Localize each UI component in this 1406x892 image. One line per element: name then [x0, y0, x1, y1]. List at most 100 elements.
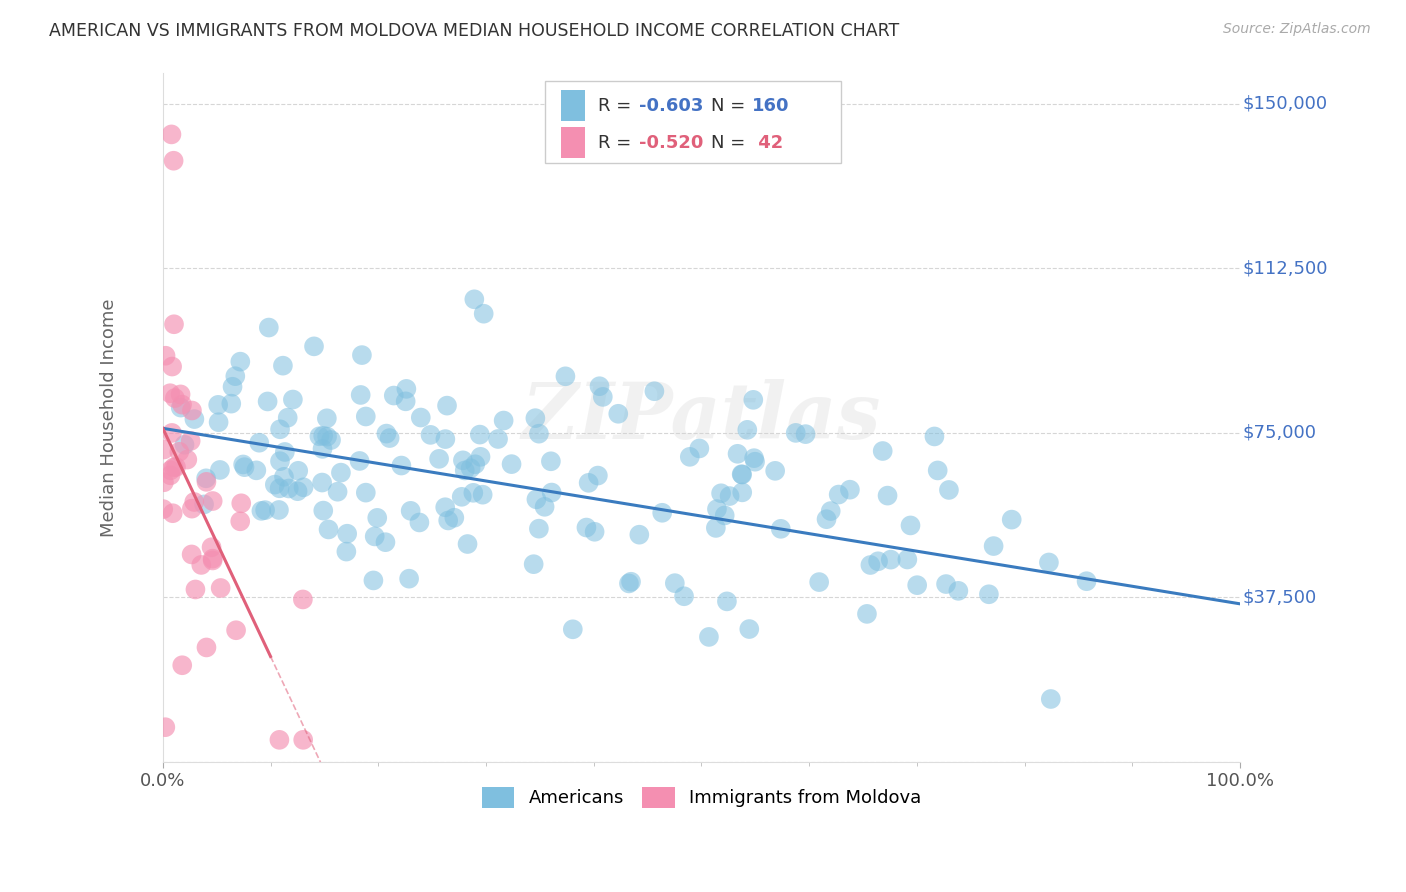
Point: [794, 427, 817, 442]
Point: [1001, 513, 1024, 527]
Point: [673, 589, 696, 603]
Point: [938, 483, 960, 497]
Point: [382, 388, 405, 402]
Point: [269, 732, 291, 747]
Point: [183, 495, 205, 509]
Point: [472, 307, 495, 321]
Text: R =: R =: [598, 134, 637, 152]
Point: [257, 320, 280, 334]
Bar: [561, 90, 585, 121]
Point: [263, 477, 285, 491]
Text: -0.520: -0.520: [638, 134, 703, 152]
Point: [924, 429, 946, 443]
Point: [269, 481, 291, 495]
Point: [561, 622, 583, 636]
Point: [451, 453, 474, 467]
Point: [169, 444, 191, 458]
Point: [820, 504, 842, 518]
Text: AMERICAN VS IMMIGRANTS FROM MOLDOVA MEDIAN HOUSEHOLD INCOME CORRELATION CHART: AMERICAN VS IMMIGRANTS FROM MOLDOVA MEDI…: [49, 22, 900, 40]
Point: [486, 432, 509, 446]
Point: [363, 574, 385, 588]
Point: [408, 516, 430, 530]
Point: [706, 502, 728, 516]
Point: [977, 587, 1000, 601]
Point: [716, 594, 738, 608]
Point: [704, 521, 727, 535]
Point: [165, 460, 187, 475]
Point: [250, 504, 273, 518]
Point: [159, 468, 181, 483]
Text: N =: N =: [711, 134, 751, 152]
Point: [436, 399, 458, 413]
Text: ZIPatlas: ZIPatlas: [522, 379, 882, 456]
Point: [350, 388, 373, 402]
Point: [354, 485, 377, 500]
Point: [180, 548, 202, 562]
Point: [395, 382, 418, 396]
Point: [880, 552, 903, 566]
Point: [948, 583, 970, 598]
Point: [162, 153, 184, 168]
Point: [181, 403, 204, 417]
Point: [526, 492, 548, 507]
Point: [468, 427, 491, 442]
Point: [366, 511, 388, 525]
Point: [409, 410, 432, 425]
Point: [155, 720, 177, 734]
Point: [172, 658, 194, 673]
Point: [575, 520, 598, 534]
Point: [727, 447, 749, 461]
Point: [905, 578, 928, 592]
Point: [1039, 692, 1062, 706]
Point: [170, 398, 193, 412]
Point: [742, 392, 765, 407]
Point: [271, 359, 294, 373]
Point: [281, 392, 304, 407]
Point: [233, 460, 256, 475]
Text: 160: 160: [752, 96, 790, 114]
Point: [349, 454, 371, 468]
Bar: [561, 128, 585, 158]
Point: [533, 500, 555, 514]
Point: [152, 502, 174, 516]
Point: [335, 544, 357, 558]
Text: $112,500: $112,500: [1243, 260, 1327, 277]
Point: [763, 464, 786, 478]
Point: [319, 433, 342, 447]
Point: [876, 489, 898, 503]
Point: [827, 487, 849, 501]
Point: [287, 484, 309, 499]
Point: [839, 483, 862, 497]
Point: [769, 522, 792, 536]
Text: Median Household Income: Median Household Income: [100, 298, 118, 537]
Point: [318, 523, 340, 537]
Point: [872, 444, 894, 458]
Point: [269, 422, 291, 436]
Point: [815, 512, 838, 526]
Point: [269, 454, 291, 468]
Point: [153, 442, 176, 457]
Text: 42: 42: [752, 134, 783, 152]
Point: [434, 432, 457, 446]
Point: [329, 466, 352, 480]
Point: [245, 463, 267, 477]
Text: -0.603: -0.603: [638, 96, 703, 114]
Point: [856, 607, 879, 621]
Point: [256, 394, 278, 409]
Point: [713, 508, 735, 523]
Point: [364, 529, 387, 543]
Point: [354, 409, 377, 424]
Point: [583, 524, 606, 539]
Point: [710, 486, 733, 500]
Point: [190, 558, 212, 572]
Point: [153, 475, 176, 490]
Text: $150,000: $150,000: [1243, 95, 1327, 112]
Point: [463, 293, 485, 307]
Point: [808, 575, 831, 590]
Point: [291, 592, 314, 607]
Text: R =: R =: [598, 96, 637, 114]
Point: [201, 551, 224, 566]
Point: [859, 558, 882, 572]
Legend: Americans, Immigrants from Moldova: Americans, Immigrants from Moldova: [474, 780, 928, 814]
Point: [742, 451, 765, 466]
